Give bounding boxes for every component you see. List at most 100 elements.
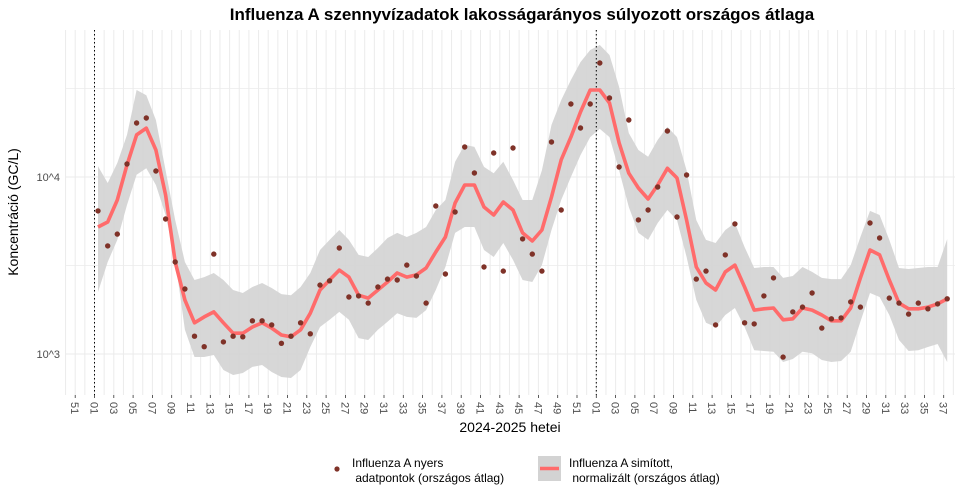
x-tick-label: 51 <box>68 402 80 414</box>
x-tick-label: 15 <box>223 402 235 414</box>
raw-points-layer <box>95 60 950 360</box>
raw-data-point <box>751 321 757 327</box>
raw-data-point <box>191 333 198 339</box>
raw-data-point <box>124 161 130 167</box>
raw-data-point <box>133 120 140 126</box>
x-tick-label: 33 <box>898 402 910 414</box>
raw-data-point <box>433 203 439 209</box>
raw-data-point <box>182 286 188 292</box>
x-tick-label: 37 <box>937 402 949 414</box>
x-tick-label: 41 <box>474 402 486 414</box>
x-tick-label: 31 <box>377 402 389 414</box>
raw-data-point <box>828 316 835 322</box>
x-tick-label: 11 <box>184 402 196 413</box>
x-tick-label: 03 <box>107 402 119 414</box>
x-tick-label: 33 <box>396 402 408 414</box>
raw-data-point <box>876 235 883 241</box>
raw-data-point <box>297 320 304 326</box>
raw-data-point <box>616 164 622 170</box>
raw-data-point <box>732 221 738 227</box>
raw-data-point <box>143 115 149 121</box>
raw-data-point <box>336 245 342 251</box>
raw-data-point <box>780 354 786 360</box>
raw-data-point <box>655 184 661 190</box>
chart-title: Influenza A szennyvízadatok lakosságarán… <box>230 5 815 24</box>
raw-data-point <box>790 309 796 315</box>
raw-data-point <box>761 293 767 299</box>
x-axis-title: 2024-2025 hetei <box>459 419 560 435</box>
raw-data-point <box>462 144 468 150</box>
legend-label-raw-line1: Influenza A nyers <box>352 456 443 470</box>
x-tick-label: 05 <box>126 402 138 414</box>
x-tick-label: 09 <box>667 402 679 414</box>
x-tick-label: 21 <box>281 402 293 414</box>
raw-data-point <box>896 300 902 306</box>
raw-data-point <box>220 339 227 345</box>
raw-data-point <box>269 322 275 328</box>
raw-data-point <box>539 268 545 274</box>
legend-label-raw: Influenza A nyers adatpontok (országos á… <box>352 456 504 485</box>
raw-data-point <box>529 251 535 257</box>
x-tick-label: 23 <box>802 402 814 414</box>
raw-data-point <box>365 300 371 306</box>
x-tick-label: 43 <box>493 402 505 414</box>
raw-data-point <box>703 268 709 274</box>
raw-data-point <box>452 209 458 215</box>
x-tick-label: 13 <box>203 402 215 414</box>
x-tick-label: 07 <box>145 402 157 414</box>
raw-data-point <box>259 318 265 324</box>
x-tick-label: 29 <box>860 402 872 414</box>
raw-data-point <box>211 251 217 257</box>
raw-data-point <box>326 278 333 284</box>
raw-data-point <box>423 300 429 306</box>
x-axis: 51 01 03 05 07 09 11 13 15 17 19 21 23 25 27 29 31 33 35 37… <box>68 395 949 414</box>
y-tick-label: 10^4 <box>36 172 60 184</box>
raw-data-point <box>548 139 555 145</box>
raw-data-point <box>886 295 892 301</box>
x-tick-label: 35 <box>917 402 929 414</box>
legend-label-smoothed: Influenza A simított, normalizált (orszá… <box>569 456 720 485</box>
x-tick-label: 17 <box>242 402 254 414</box>
raw-data-point <box>413 273 420 279</box>
raw-data-point <box>568 101 574 107</box>
raw-data-point <box>249 318 256 324</box>
x-tick-label: 17 <box>744 402 756 414</box>
raw-data-point <box>867 220 873 226</box>
legend: Influenza A nyers adatpontok (országos á… <box>334 456 720 485</box>
raw-data-point <box>722 252 728 258</box>
x-tick-label: 01 <box>88 402 100 414</box>
x-tick-label: 13 <box>705 402 717 414</box>
raw-data-point <box>481 264 487 270</box>
raw-data-point <box>558 207 564 213</box>
x-tick-label: 03 <box>609 402 621 414</box>
x-tick-label: 27 <box>338 402 350 414</box>
raw-data-point <box>153 168 159 174</box>
raw-data-point <box>809 290 815 296</box>
raw-data-point <box>162 216 169 222</box>
raw-data-point <box>172 259 178 265</box>
raw-data-point <box>114 231 121 237</box>
x-tick-label: 25 <box>821 402 833 414</box>
legend-point-key <box>334 466 340 472</box>
raw-data-point <box>355 293 362 299</box>
x-tick-label: 11 <box>686 402 698 413</box>
raw-data-point <box>317 282 323 288</box>
y-tick-label: 10^3 <box>36 349 60 361</box>
x-tick-label: 19 <box>763 402 775 414</box>
raw-data-point <box>288 333 294 339</box>
raw-data-point <box>606 95 613 101</box>
raw-data-point <box>307 331 313 337</box>
x-tick-label: 21 <box>782 402 794 414</box>
x-tick-label: 07 <box>647 402 659 414</box>
raw-data-point <box>519 236 526 242</box>
y-axis: 10^3 10^4 <box>36 172 60 361</box>
x-tick-label: 49 <box>551 402 563 414</box>
raw-data-point <box>838 315 844 321</box>
raw-data-point <box>597 60 603 66</box>
x-tick-label: 05 <box>628 402 640 414</box>
raw-data-point <box>626 117 632 123</box>
x-tick-label: 23 <box>300 402 312 414</box>
raw-data-point <box>491 150 497 156</box>
legend-label-raw-line2: adatpontok (országos átlag) <box>352 471 504 485</box>
x-tick-label: 29 <box>358 402 370 414</box>
